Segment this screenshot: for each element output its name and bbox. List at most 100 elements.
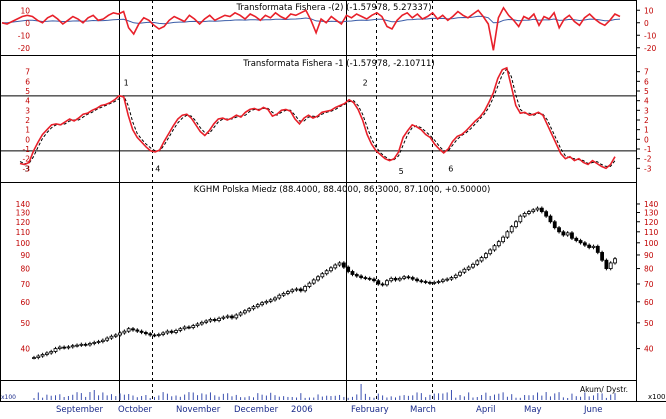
- p3-right-tick: 100: [644, 239, 659, 248]
- p2-right-tick: -2: [644, 155, 652, 164]
- p2-left-tick: 3: [25, 106, 30, 115]
- candle-body: [604, 259, 609, 269]
- candle-body: [509, 226, 514, 233]
- candle-body: [161, 332, 166, 335]
- vertical-markers: [119, 0, 433, 402]
- candle-body: [70, 345, 75, 348]
- candle-body: [230, 315, 234, 319]
- candle-body: [217, 317, 221, 321]
- p3-left-tick: 60: [20, 298, 30, 307]
- candle-body: [595, 245, 600, 253]
- annotation-2: 2: [363, 78, 368, 87]
- candle-body: [174, 330, 178, 333]
- candle-body: [578, 240, 583, 244]
- candle-body: [479, 257, 484, 262]
- panel-2-title: Transformata Fishera -1 (-1.57978, -2.10…: [242, 59, 434, 69]
- candle-body: [488, 249, 493, 255]
- candle-body: [135, 329, 140, 332]
- xlabel-october: October: [118, 405, 153, 415]
- candle-body: [294, 288, 299, 291]
- p3-left-tick: 90: [20, 251, 30, 260]
- candle-body: [286, 291, 290, 294]
- p2-right-tick: 0: [644, 135, 649, 144]
- fisher-2-line: [1, 6, 621, 51]
- xlabel-december: December: [234, 405, 279, 415]
- p2-left-tick: -1: [23, 145, 31, 154]
- candle-body: [122, 330, 127, 334]
- candle-body: [582, 242, 587, 246]
- candle-body: [350, 271, 355, 275]
- candle-body: [187, 326, 191, 329]
- p2-right-tick: 1: [644, 126, 649, 135]
- candle-body: [199, 321, 204, 325]
- p2-left-tick: -2: [23, 155, 31, 164]
- candle-body: [458, 271, 462, 276]
- candle-body: [139, 330, 144, 333]
- candle-body: [208, 319, 213, 322]
- p2-left-tick: 1: [25, 126, 30, 135]
- xlabel-2006: 2006: [291, 405, 313, 415]
- p3-right-tick: 90: [644, 251, 654, 260]
- panel-2-frame: [0, 55, 637, 183]
- p2-right-tick: -1: [644, 145, 652, 154]
- p2-right-tick: 5: [644, 87, 649, 96]
- p2-right-tick: 6: [644, 77, 649, 86]
- panel-3-candles: [32, 206, 617, 360]
- annotation-5: 5: [399, 167, 404, 176]
- candle-body: [92, 341, 97, 344]
- candle-body: [402, 276, 407, 279]
- candle-body: [242, 310, 247, 314]
- candle-body: [496, 241, 501, 247]
- annotation-1: 1: [124, 78, 129, 87]
- p3-right-tick: 110: [644, 228, 659, 237]
- candle-body: [169, 330, 174, 333]
- candle-body: [544, 211, 549, 217]
- p1-right-tick: 0: [644, 19, 649, 28]
- candle-body: [393, 277, 398, 281]
- fisher-1-line: [19, 66, 616, 170]
- candle-body: [225, 315, 230, 318]
- p2-left-tick: -3: [23, 164, 31, 173]
- xlabel-march: March: [410, 405, 436, 415]
- candle-body: [462, 268, 467, 273]
- candle-body: [548, 215, 553, 223]
- candle-body: [359, 275, 363, 278]
- candle-body: [152, 334, 157, 337]
- candle-body: [410, 277, 415, 280]
- candle-body: [419, 280, 424, 283]
- p3-right-tick: 60: [644, 298, 654, 307]
- xlabel-february: February: [351, 405, 389, 415]
- candle-body: [290, 289, 295, 293]
- candle-body: [53, 348, 58, 352]
- candle-body: [316, 276, 320, 281]
- panel-1-title: Transformata Fishera -(2) (-1.57978, 5.2…: [235, 3, 431, 13]
- candle-body: [574, 237, 579, 241]
- candle-body: [79, 343, 84, 346]
- xlabel-june: June: [583, 405, 603, 415]
- p3-left-tick: 110: [16, 228, 31, 237]
- xlabel-april: April: [476, 405, 495, 415]
- candle-body: [105, 337, 110, 341]
- candle-body: [397, 277, 402, 281]
- candle-body: [264, 300, 269, 304]
- candle-body: [96, 341, 101, 343]
- candle-body: [354, 274, 359, 277]
- axis-ticks: -20 -20-10 -100 010 10-3 -3-2 -2-1 -10 01 12 23 34 4…: [16, 6, 659, 353]
- candle-body: [406, 276, 411, 279]
- candle-body: [552, 221, 557, 229]
- candle-body: [221, 316, 226, 319]
- candle-body: [440, 279, 445, 282]
- candle-body: [527, 211, 531, 214]
- candle-body: [436, 281, 441, 283]
- candle-body: [333, 264, 338, 269]
- p2-right-tick: 4: [644, 97, 649, 106]
- p3-right-tick: 50: [644, 319, 654, 328]
- candle-body: [501, 236, 506, 243]
- candle-body: [255, 304, 260, 308]
- candle-body: [247, 308, 252, 312]
- p3-left-tick: 80: [20, 265, 30, 274]
- candle-body: [204, 320, 209, 323]
- candle-body: [445, 278, 450, 281]
- p2-left-tick: 4: [25, 97, 30, 106]
